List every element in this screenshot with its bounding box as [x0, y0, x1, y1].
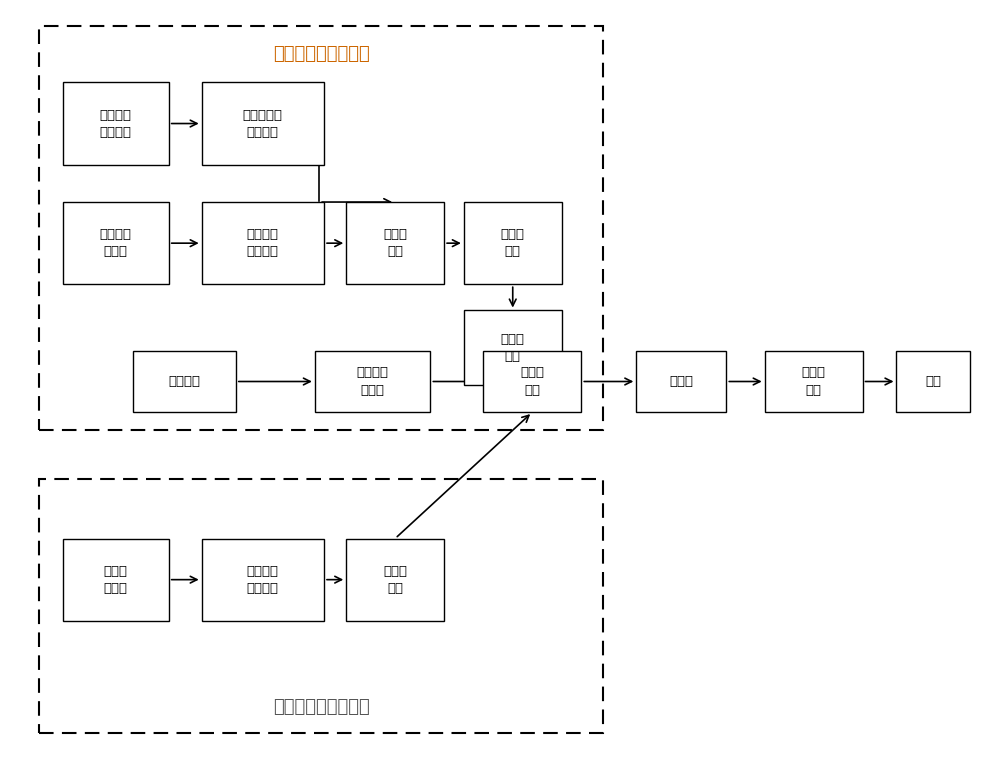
Text: 高压注
射器: 高压注 射器	[383, 565, 407, 594]
FancyBboxPatch shape	[63, 202, 169, 285]
Text: 载体树脂
切片料斗: 载体树脂 切片料斗	[100, 108, 132, 139]
Text: 均化器: 均化器	[669, 375, 693, 388]
FancyBboxPatch shape	[63, 539, 169, 621]
FancyBboxPatch shape	[202, 539, 324, 621]
Text: 螺杆挤
出机: 螺杆挤 出机	[501, 228, 525, 258]
Text: 熔体计量
齿轮泵: 熔体计量 齿轮泵	[357, 366, 389, 397]
Text: 扩链剂液体注入装置: 扩链剂液体注入装置	[273, 698, 370, 716]
FancyBboxPatch shape	[765, 351, 863, 412]
Text: 扩链剂粉
体料斗: 扩链剂粉 体料斗	[100, 228, 132, 258]
FancyBboxPatch shape	[315, 351, 430, 412]
FancyBboxPatch shape	[464, 311, 562, 385]
Text: 扩链剂母粒注入装置: 扩链剂母粒注入装置	[273, 45, 370, 63]
FancyBboxPatch shape	[896, 351, 970, 412]
Text: 切片: 切片	[925, 375, 941, 388]
FancyBboxPatch shape	[202, 82, 324, 165]
Text: 扩链剂螺
杆喂料器: 扩链剂螺 杆喂料器	[247, 228, 279, 258]
Text: 载体树脂螺
杆喂料器: 载体树脂螺 杆喂料器	[243, 108, 283, 139]
FancyBboxPatch shape	[63, 82, 169, 165]
Text: 缩聚系统: 缩聚系统	[168, 375, 200, 388]
FancyBboxPatch shape	[346, 539, 444, 621]
FancyBboxPatch shape	[202, 202, 324, 285]
Text: 动态混
合器: 动态混 合器	[520, 366, 544, 397]
Text: 扩链剂计
量螺杆泵: 扩链剂计 量螺杆泵	[247, 565, 279, 594]
FancyBboxPatch shape	[636, 351, 726, 412]
FancyBboxPatch shape	[464, 202, 562, 285]
FancyBboxPatch shape	[133, 351, 236, 412]
FancyBboxPatch shape	[346, 202, 444, 285]
Text: 注入计
量泵: 注入计 量泵	[501, 333, 525, 363]
Text: 混合料
料斗: 混合料 料斗	[383, 228, 407, 258]
Text: 扩链剂
供应罐: 扩链剂 供应罐	[104, 565, 128, 594]
FancyBboxPatch shape	[483, 351, 581, 412]
Text: 熔体过
滤器: 熔体过 滤器	[802, 366, 826, 397]
